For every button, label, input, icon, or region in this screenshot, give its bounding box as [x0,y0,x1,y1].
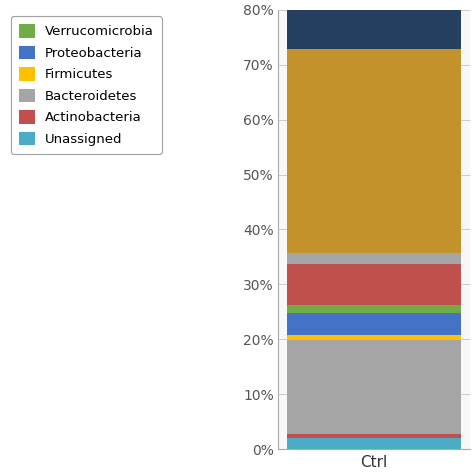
Bar [287,264,461,305]
Bar [287,340,461,434]
Legend: Verrucomicrobia, Proteobacteria, Firmicutes, Bacteroidetes, Actinobacteria, Unas: Verrucomicrobia, Proteobacteria, Firmicu… [11,16,162,154]
Bar [287,0,461,49]
Bar [287,49,461,253]
Bar [287,313,461,335]
Bar [287,305,461,313]
Bar [287,335,461,340]
Bar [287,438,461,449]
Bar [287,253,461,264]
Bar [287,434,461,438]
